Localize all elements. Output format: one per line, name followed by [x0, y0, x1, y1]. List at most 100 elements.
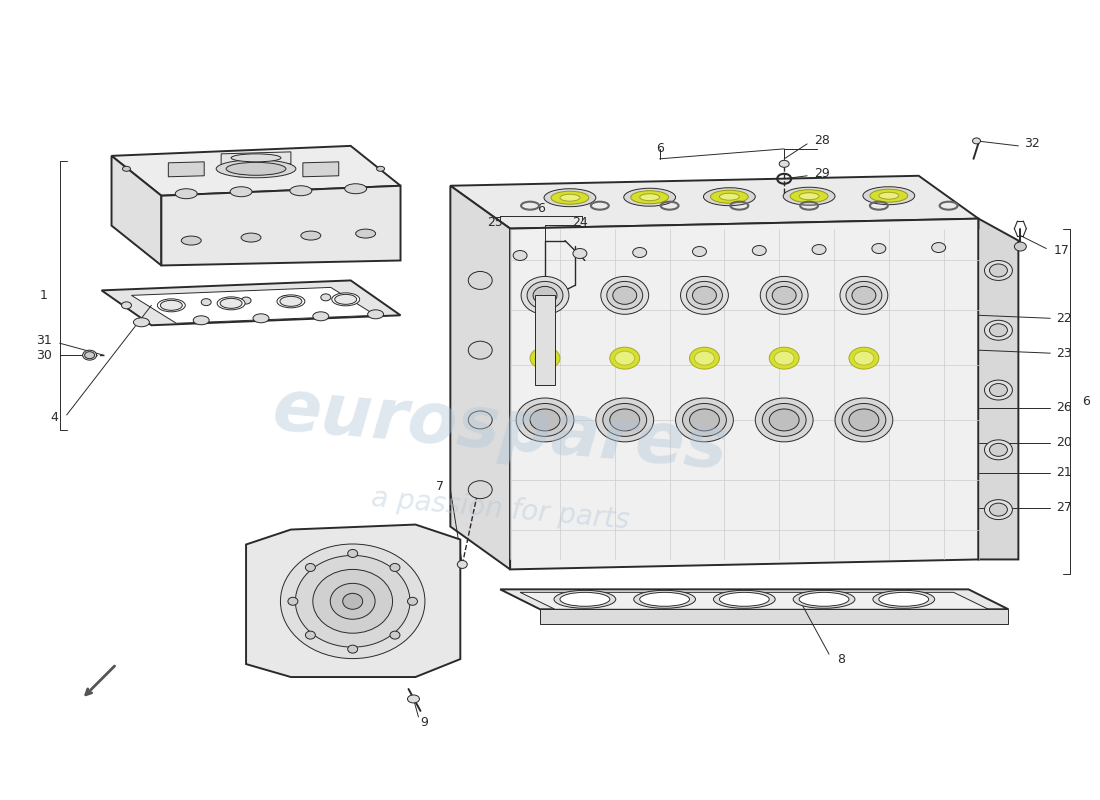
Ellipse shape: [812, 245, 826, 254]
Ellipse shape: [842, 403, 886, 436]
Ellipse shape: [227, 162, 286, 175]
Text: 27: 27: [1056, 501, 1072, 514]
Ellipse shape: [280, 295, 290, 302]
Polygon shape: [246, 525, 460, 677]
Text: 9: 9: [420, 716, 428, 730]
Ellipse shape: [530, 409, 560, 431]
Ellipse shape: [851, 286, 876, 304]
Ellipse shape: [312, 570, 393, 633]
Ellipse shape: [573, 249, 587, 258]
Ellipse shape: [686, 282, 723, 310]
Ellipse shape: [182, 236, 201, 245]
Text: eurospares: eurospares: [270, 376, 730, 484]
Ellipse shape: [862, 186, 915, 205]
Ellipse shape: [694, 351, 714, 365]
Ellipse shape: [682, 403, 726, 436]
Polygon shape: [510, 218, 979, 570]
Ellipse shape: [348, 550, 358, 558]
Ellipse shape: [607, 282, 642, 310]
Ellipse shape: [640, 194, 660, 201]
Ellipse shape: [799, 193, 820, 200]
Ellipse shape: [793, 590, 855, 608]
Polygon shape: [302, 162, 339, 177]
Polygon shape: [168, 162, 205, 177]
Ellipse shape: [253, 314, 270, 322]
Ellipse shape: [355, 229, 375, 238]
Text: 1: 1: [40, 289, 47, 302]
Ellipse shape: [390, 631, 400, 639]
Ellipse shape: [560, 592, 609, 606]
Polygon shape: [520, 592, 989, 610]
Polygon shape: [540, 610, 1009, 624]
Text: 25: 25: [487, 216, 503, 229]
Ellipse shape: [675, 398, 734, 442]
Ellipse shape: [879, 192, 899, 199]
Ellipse shape: [640, 592, 690, 606]
Ellipse shape: [769, 347, 799, 369]
Ellipse shape: [306, 563, 316, 571]
Ellipse shape: [984, 380, 1012, 400]
Ellipse shape: [609, 409, 640, 431]
Ellipse shape: [879, 592, 928, 606]
Text: 7: 7: [437, 480, 444, 493]
Ellipse shape: [458, 561, 468, 569]
Ellipse shape: [872, 243, 886, 254]
Polygon shape: [162, 186, 400, 266]
Text: 22: 22: [1056, 312, 1072, 325]
Ellipse shape: [634, 590, 695, 608]
Ellipse shape: [554, 590, 616, 608]
Ellipse shape: [681, 277, 728, 314]
Ellipse shape: [469, 481, 492, 498]
Ellipse shape: [201, 298, 211, 306]
Ellipse shape: [984, 320, 1012, 340]
Ellipse shape: [849, 347, 879, 369]
Ellipse shape: [279, 296, 301, 306]
Ellipse shape: [990, 503, 1008, 516]
Ellipse shape: [873, 590, 935, 608]
Ellipse shape: [984, 500, 1012, 519]
Ellipse shape: [343, 594, 363, 610]
Ellipse shape: [690, 347, 719, 369]
Polygon shape: [111, 146, 400, 196]
Ellipse shape: [344, 184, 366, 194]
Ellipse shape: [277, 295, 305, 308]
Text: 10: 10: [333, 628, 349, 641]
Ellipse shape: [288, 598, 298, 606]
Text: 17: 17: [1053, 244, 1069, 257]
Ellipse shape: [513, 250, 527, 261]
Ellipse shape: [774, 351, 794, 365]
Ellipse shape: [603, 403, 647, 436]
Ellipse shape: [990, 264, 1008, 277]
Ellipse shape: [719, 194, 739, 200]
Ellipse shape: [551, 191, 588, 204]
Ellipse shape: [332, 293, 360, 306]
Ellipse shape: [560, 194, 580, 201]
Ellipse shape: [230, 186, 252, 197]
Ellipse shape: [85, 352, 95, 358]
Ellipse shape: [516, 398, 574, 442]
Text: 31: 31: [36, 334, 52, 346]
Text: 20: 20: [1056, 436, 1072, 450]
Ellipse shape: [407, 598, 418, 606]
Ellipse shape: [367, 310, 384, 318]
Ellipse shape: [972, 138, 980, 144]
Ellipse shape: [82, 350, 97, 360]
Ellipse shape: [527, 282, 563, 310]
Text: 6: 6: [537, 202, 544, 215]
Text: 6: 6: [656, 142, 663, 155]
Ellipse shape: [846, 282, 882, 310]
Text: 6: 6: [1082, 395, 1090, 408]
Ellipse shape: [693, 286, 716, 304]
Ellipse shape: [693, 246, 706, 257]
Ellipse shape: [334, 294, 356, 304]
Ellipse shape: [840, 277, 888, 314]
Polygon shape: [450, 176, 979, 229]
Ellipse shape: [835, 398, 893, 442]
Ellipse shape: [161, 300, 183, 310]
Ellipse shape: [217, 297, 245, 310]
Ellipse shape: [719, 592, 769, 606]
Text: 29: 29: [814, 167, 829, 180]
Ellipse shape: [870, 190, 907, 202]
Ellipse shape: [984, 261, 1012, 281]
Ellipse shape: [469, 271, 492, 290]
